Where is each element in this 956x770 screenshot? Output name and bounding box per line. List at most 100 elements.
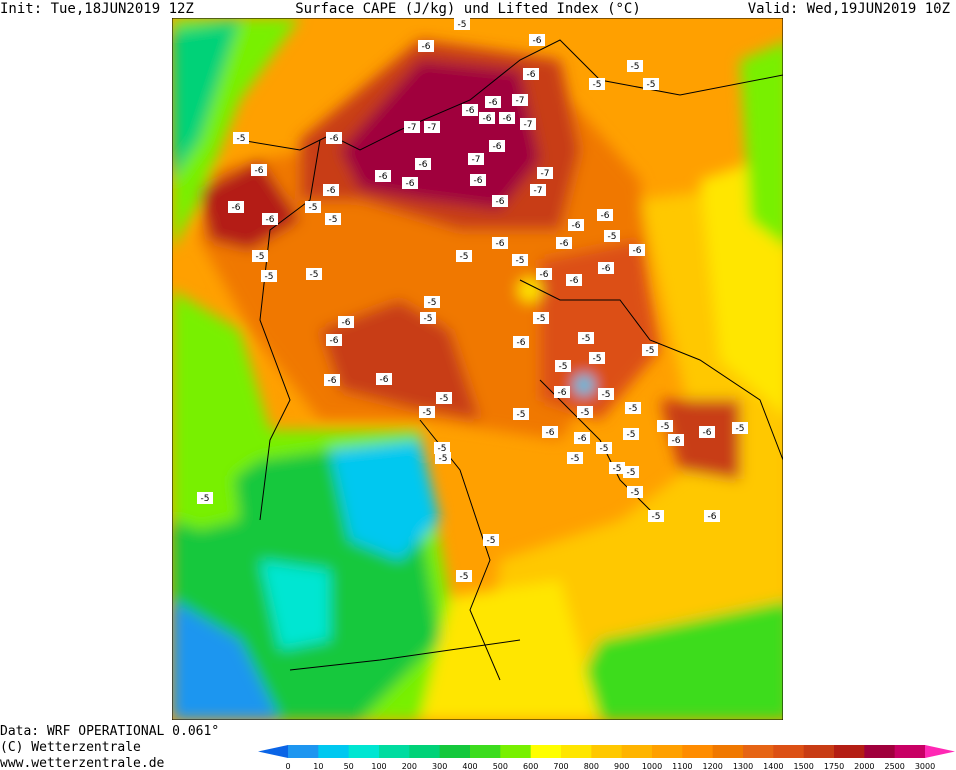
li-label-box: [489, 140, 505, 152]
li-label-box: [252, 250, 268, 262]
colorbar-segment: [864, 745, 896, 758]
colorbar-tick-label: 1750: [824, 762, 844, 770]
lifted-index-label: -6: [602, 264, 611, 274]
lifted-index-label: -5: [600, 444, 609, 454]
li-label-box: [542, 426, 558, 438]
lifted-index-label: -5: [309, 203, 318, 213]
li-label-box: [537, 167, 553, 179]
li-label-box: [623, 466, 639, 478]
map: -5-6-6-6-5-5 -5-6-6 -7-6 -6-7-5 -6-7 -7-7-6-6…: [172, 18, 783, 720]
li-label-box: [326, 334, 342, 346]
li-label-box: [657, 420, 673, 432]
lifted-index-label: -5: [460, 572, 469, 582]
li-label-box: [555, 360, 571, 372]
lifted-index-label: -6: [572, 221, 581, 231]
lifted-index-label: -6: [672, 436, 681, 446]
li-label-box: [324, 374, 340, 386]
lifted-index-label: -5: [329, 215, 338, 225]
colorbar-tick-label: 600: [523, 762, 538, 770]
li-label-box: [305, 201, 321, 213]
colorbar-arrow-low: [258, 745, 288, 758]
colorbar-segment: [773, 745, 805, 758]
li-label-box: [323, 184, 339, 196]
li-label-box: [424, 296, 440, 308]
lifted-index-label: -6: [489, 98, 498, 108]
li-label-box: [704, 510, 720, 522]
init-time: Init: Tue,18JUN2019 12Z: [0, 1, 194, 17]
li-label-box: [598, 388, 614, 400]
li-label-box: [470, 174, 486, 186]
li-label-box: [530, 184, 546, 196]
lifted-index-label: -6: [560, 239, 569, 249]
li-label-box: [604, 230, 620, 242]
li-label-box: [533, 312, 549, 324]
li-label-box: [261, 270, 277, 282]
lifted-index-label: -5: [647, 80, 656, 90]
colorbar-tick-label: 2500: [884, 762, 904, 770]
li-label-box: [479, 112, 495, 124]
colorbar-tick-label: 1200: [702, 762, 722, 770]
colorbar-segment: [682, 745, 714, 758]
lifted-index-label: -5: [571, 454, 580, 464]
colorbar-segment: [712, 745, 744, 758]
li-label-box: [462, 104, 478, 116]
colorbar-tick-label: 1000: [642, 762, 662, 770]
lifted-index-label: -6: [540, 270, 549, 280]
li-label-box: [251, 164, 267, 176]
colorbar-segment: [348, 745, 380, 758]
colorbar-segment: [652, 745, 683, 758]
li-label-box: [597, 209, 613, 221]
colorbar-tick-label: 500: [493, 762, 508, 770]
li-label-box: [567, 452, 583, 464]
li-label-box: [577, 406, 593, 418]
li-label-box: [456, 570, 472, 582]
lifted-index-label: -5: [627, 468, 636, 478]
li-label-box: [424, 121, 440, 133]
lifted-index-label: -6: [266, 215, 275, 225]
colorbar-tick-label: 1500: [793, 762, 813, 770]
li-label-box: [402, 177, 418, 189]
colorbar-segment: [561, 745, 592, 758]
lifted-index-label: -5: [423, 408, 432, 418]
lifted-index-label: -5: [593, 80, 602, 90]
colorbar-tick-label: 100: [371, 762, 386, 770]
li-label-box: [233, 132, 249, 144]
li-label-box: [623, 428, 639, 440]
lifted-index-label: -7: [516, 96, 525, 106]
lifted-index-label: -7: [524, 120, 533, 130]
li-label-box: [609, 462, 625, 474]
lifted-index-label: -6: [527, 70, 536, 80]
lifted-index-label: -6: [330, 336, 339, 346]
li-label-box: [627, 486, 643, 498]
lifted-index-label: -5: [631, 62, 640, 72]
lifted-index-label: -6: [342, 318, 351, 328]
colorbar-tick-label: 300: [432, 762, 447, 770]
li-label-box: [589, 78, 605, 90]
li-label-box: [668, 434, 684, 446]
lifted-index-label: -7: [428, 123, 437, 133]
li-label-box: [325, 213, 341, 225]
li-label-box: [513, 336, 529, 348]
li-label-box: [418, 40, 434, 52]
lifted-index-label: -5: [460, 252, 469, 262]
lifted-index-label: -5: [537, 314, 546, 324]
lifted-index-label: -6: [533, 36, 542, 46]
lifted-index-label: -6: [419, 160, 428, 170]
lifted-index-label: -6: [496, 239, 505, 249]
lifted-index-label: -5: [736, 424, 745, 434]
colorbar-tick-label: 1400: [763, 762, 783, 770]
lifted-index-label: -6: [517, 338, 526, 348]
li-label-box: [648, 510, 664, 522]
li-label-box: [415, 158, 431, 170]
lifted-index-label: -6: [380, 375, 389, 385]
copyright: (C) Wetterzentrale: [0, 740, 141, 755]
lifted-index-label: -6: [558, 388, 567, 398]
lifted-index-label: -5: [613, 464, 622, 474]
li-label-box: [574, 432, 590, 444]
colorbar-tick-label: 900: [614, 762, 629, 770]
colorbar-tick-label: 10: [313, 762, 323, 770]
lifted-index-label: -5: [661, 422, 670, 432]
colorbar-segment: [500, 745, 532, 758]
li-label-box: [492, 237, 508, 249]
website: www.wetterzentrale.de: [0, 756, 165, 770]
